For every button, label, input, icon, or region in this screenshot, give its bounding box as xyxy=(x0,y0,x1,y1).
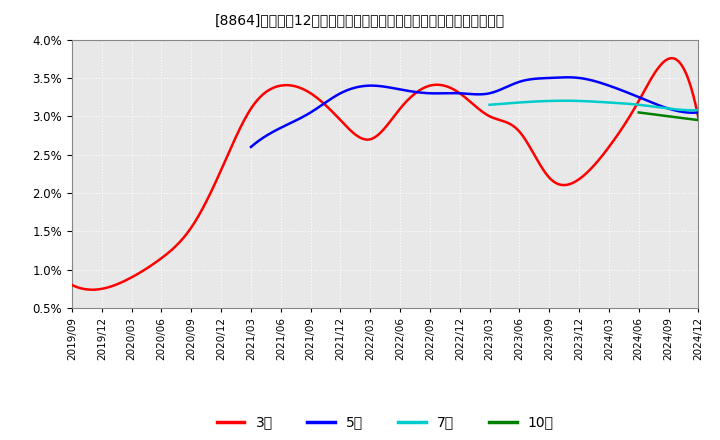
Legend: 3年, 5年, 7年, 10年: 3年, 5年, 7年, 10年 xyxy=(211,410,559,435)
Text: [8864]　売上高12か月移動合計の対前年同期増減率の標準偏差の推移: [8864] 売上高12か月移動合計の対前年同期増減率の標準偏差の推移 xyxy=(215,13,505,27)
